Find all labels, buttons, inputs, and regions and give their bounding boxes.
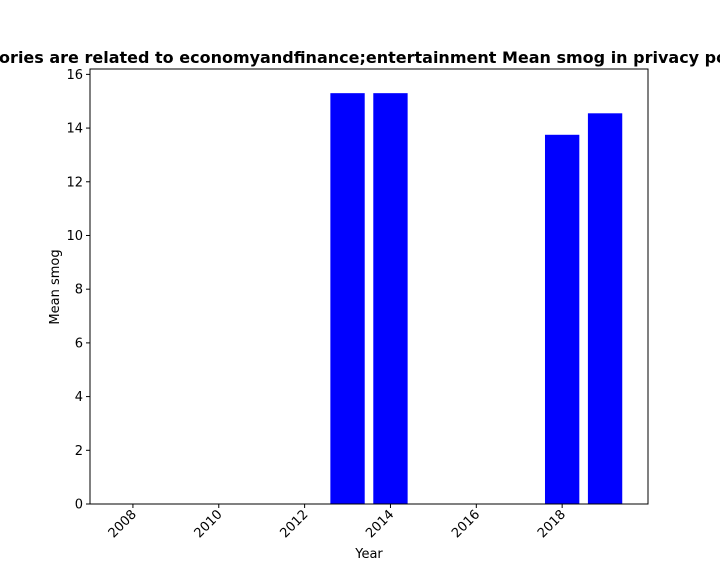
x-axis: 2008 2010 2012 2014 2016 2018 — [106, 504, 569, 541]
x-tick-label: 2012 — [277, 507, 311, 541]
bar-2018 — [544, 134, 580, 504]
y-tick-label: 14 — [66, 122, 83, 137]
y-tick-label: 16 — [66, 68, 83, 83]
y-tick-label: 6 — [75, 336, 83, 351]
x-tick-label: 2018 — [535, 507, 569, 541]
y-tick-label: 12 — [66, 175, 83, 190]
y-axis-label: Mean smog — [48, 249, 63, 324]
y-tick-label: 0 — [75, 498, 83, 513]
plot-frame — [89, 68, 649, 505]
y-tick-label: 8 — [75, 283, 83, 298]
x-tick-label: 2016 — [449, 507, 483, 541]
bars-group — [330, 93, 623, 505]
bar-2014 — [373, 93, 408, 505]
bar-2013 — [330, 93, 365, 505]
x-tick-label: 2010 — [192, 507, 226, 541]
y-tick-label: 2 — [75, 444, 83, 459]
x-tick-label: 2008 — [106, 507, 140, 541]
chart-title: Categories are related to economyandfina… — [0, 48, 720, 67]
y-axis: 0 2 4 6 8 10 12 14 16 — [66, 68, 90, 513]
y-tick-label: 4 — [75, 390, 83, 405]
x-tick-label: 2014 — [363, 507, 397, 541]
y-tick-label: 10 — [66, 229, 83, 244]
x-axis-label: Year — [354, 547, 383, 562]
bar-2019 — [587, 113, 623, 505]
